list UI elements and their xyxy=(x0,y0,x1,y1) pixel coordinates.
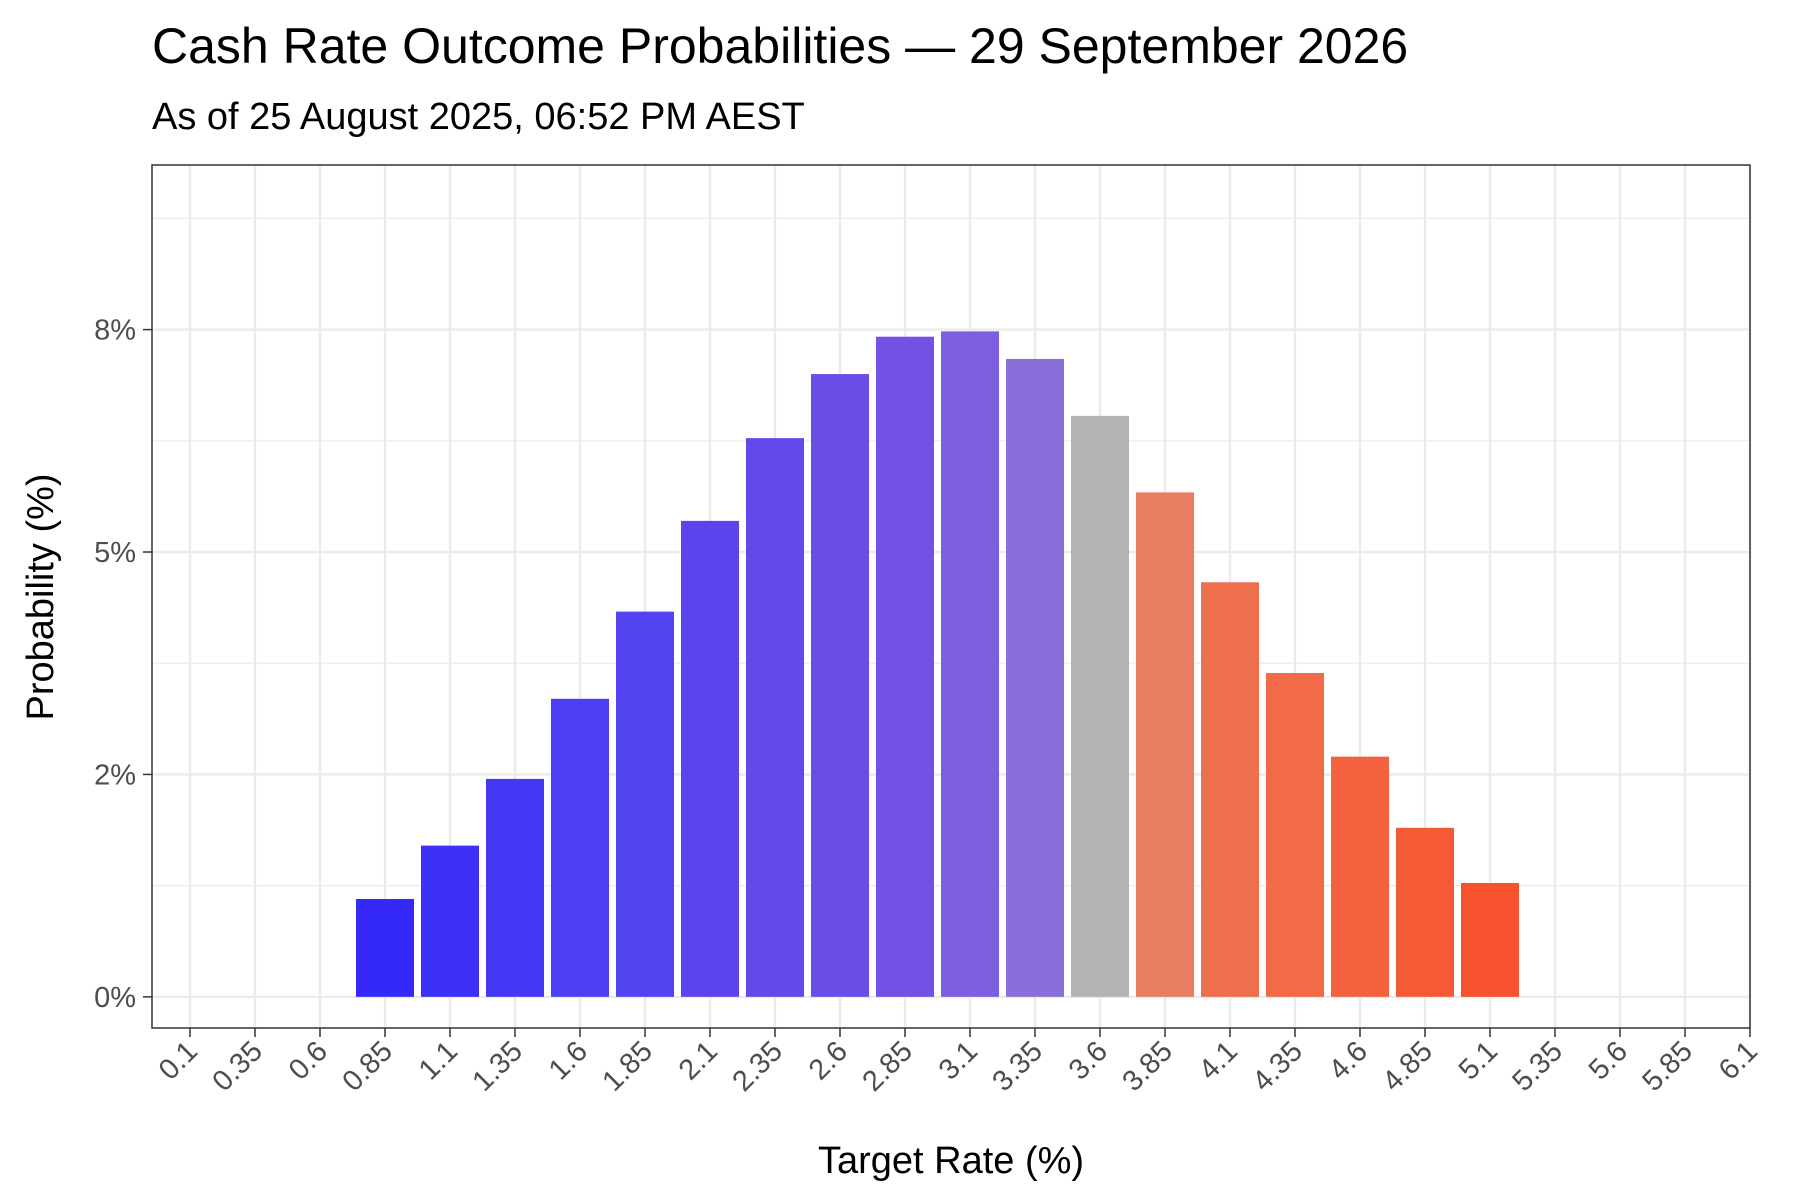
x-axis-title: Target Rate (%) xyxy=(818,1140,1084,1182)
x-tick-label: 2.85 xyxy=(856,1035,919,1098)
bar-2.85 xyxy=(876,336,934,997)
x-tick-label: 0.1 xyxy=(153,1035,204,1086)
bar-2.6 xyxy=(811,374,869,997)
bar-2.1 xyxy=(681,520,739,997)
chart-subtitle: As of 25 August 2025, 06:52 PM AEST xyxy=(152,96,805,138)
x-tick-label: 3.85 xyxy=(1116,1035,1179,1098)
x-tick-label: 4.1 xyxy=(1193,1035,1244,1086)
x-tick-label: 5.1 xyxy=(1453,1035,1504,1086)
bar-4.1 xyxy=(1201,582,1259,997)
x-tick-label: 0.35 xyxy=(206,1035,269,1098)
x-tick-label: 3.6 xyxy=(1063,1035,1114,1086)
x-tick-label: 0.6 xyxy=(283,1035,334,1086)
y-tick-label: 5% xyxy=(94,537,136,569)
x-tick-label: 3.1 xyxy=(933,1035,984,1086)
y-axis-title: Probability (%) xyxy=(20,473,62,720)
plot-area xyxy=(151,164,1752,1029)
x-axis: 0.1 0.35 0.6 0.85 1.1 1.35 1.6 1.85 2.1 2.35 2.6 2.… xyxy=(153,1028,1764,1098)
x-tick-label: 4.35 xyxy=(1246,1035,1309,1098)
bar-1.6 xyxy=(551,698,609,997)
bar-3.1 xyxy=(941,331,999,997)
bar-0.85 xyxy=(356,898,414,997)
bar-1.85 xyxy=(616,611,674,997)
bar-4.6 xyxy=(1331,756,1389,997)
bar-3.35 xyxy=(1006,358,1064,997)
bar-1.35 xyxy=(486,778,544,997)
x-tick-label: 6.1 xyxy=(1713,1035,1764,1086)
y-axis: 0% 2% 5% 8% xyxy=(94,315,152,1014)
plot-border xyxy=(151,164,1751,1029)
y-tick-label: 0% xyxy=(94,982,136,1014)
bar-2.35 xyxy=(746,438,804,997)
y-tick-label: 2% xyxy=(94,759,136,791)
x-tick-label: 0.85 xyxy=(336,1035,399,1098)
x-tick-label: 1.6 xyxy=(543,1035,594,1086)
x-tick-label: 2.1 xyxy=(673,1035,724,1086)
chart-title: Cash Rate Outcome Probabilities — 29 Sep… xyxy=(152,18,1408,74)
x-tick-label: 1.1 xyxy=(413,1035,464,1086)
x-tick-label: 5.85 xyxy=(1636,1035,1699,1098)
x-tick-label: 4.85 xyxy=(1376,1035,1439,1098)
x-tick-label: 2.35 xyxy=(726,1035,789,1098)
x-tick-label: 5.35 xyxy=(1506,1035,1569,1098)
bar-4.35 xyxy=(1266,673,1324,997)
x-tick-label: 5.6 xyxy=(1583,1035,1634,1086)
y-tick-label: 8% xyxy=(94,315,136,347)
bar-5.1 xyxy=(1461,882,1519,997)
bar-1.1 xyxy=(421,845,479,997)
bar-3.85 xyxy=(1136,492,1194,997)
bars xyxy=(356,331,1519,997)
x-tick-label: 4.6 xyxy=(1323,1035,1374,1086)
x-tick-label: 1.85 xyxy=(596,1035,659,1098)
x-tick-label: 2.6 xyxy=(803,1035,854,1086)
bar-3.6 xyxy=(1071,415,1129,997)
bar-4.85 xyxy=(1396,827,1454,997)
x-tick-label: 1.35 xyxy=(466,1035,529,1098)
x-tick-label: 3.35 xyxy=(986,1035,1049,1098)
